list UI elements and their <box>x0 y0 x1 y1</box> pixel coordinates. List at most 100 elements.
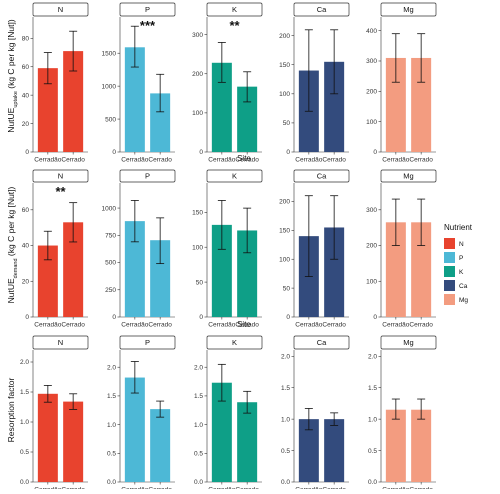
facet-strip <box>206 169 263 183</box>
x-tick-label: Cerrado <box>322 322 346 329</box>
y-axis-label-main: NutUE <box>6 278 16 303</box>
legend-item-Mg: Mg <box>444 294 468 305</box>
y-tick-label: 40 <box>22 243 30 250</box>
panel-Ca: Ca 0 50 100 150 200 Cerradão Cerrado <box>279 169 350 329</box>
y-tick-label: 200 <box>366 89 377 96</box>
x-tick-label: Cerradão <box>121 157 148 164</box>
y-tick-label: 0 <box>286 314 290 321</box>
y-tick-label: 2.0 <box>368 353 377 360</box>
x-tick-label: Cerradão <box>34 322 61 329</box>
bar-K-1 <box>211 224 232 317</box>
y-tick-label: 200 <box>279 199 290 206</box>
y-tick-label: 1000 <box>102 205 117 212</box>
bar-N-1 <box>37 68 58 152</box>
x-axis-label: Site <box>237 154 251 163</box>
legend-item-N: N <box>444 238 464 249</box>
facet-strip <box>32 2 89 17</box>
facet-strip <box>380 335 437 350</box>
facet-strip-label: Ca <box>317 338 327 347</box>
y-tick-label: 1.5 <box>20 389 29 396</box>
y-tick-label: 300 <box>192 32 203 39</box>
facet-strip-label: P <box>145 172 150 181</box>
y-tick-label: 0.5 <box>107 451 116 458</box>
y-tick-label: 1.5 <box>107 393 116 400</box>
significance-marker: ** <box>55 184 66 199</box>
y-tick-label: 1.5 <box>368 385 377 392</box>
y-tick-label: 1.5 <box>194 393 203 400</box>
x-tick-label: Cerradão <box>121 322 148 329</box>
y-axis-label-sub: demand <box>13 258 19 278</box>
facet-strip <box>293 169 350 183</box>
panel-K: K 0 100 200 300 Cerradão Cerrado ** <box>192 2 263 164</box>
bar-P-2 <box>150 240 171 317</box>
y-tick-label: 150 <box>192 210 203 217</box>
bar-P-2 <box>150 93 171 152</box>
bar-Ca-2 <box>324 227 345 317</box>
y-tick-label: 0.0 <box>20 479 29 486</box>
legend-label: Ca <box>459 283 468 290</box>
y-tick-label: 1.0 <box>20 419 29 426</box>
y-tick-label: 50 <box>196 279 204 286</box>
bar-N-2 <box>63 401 84 482</box>
y-tick-label: 1500 <box>102 50 117 57</box>
facet-strip-label: P <box>145 338 150 347</box>
facet-strip <box>32 169 89 183</box>
x-tick-label: Cerradão <box>208 157 235 164</box>
y-tick-label: 100 <box>192 110 203 117</box>
y-tick-label: 0.0 <box>368 479 377 486</box>
bar-Ca-2 <box>324 419 345 482</box>
facet-strip <box>119 335 176 350</box>
y-tick-label: 100 <box>279 91 290 98</box>
facet-strip-label: P <box>145 5 150 14</box>
legend-item-P: P <box>444 252 463 263</box>
y-axis-label-unit: (kg C per kg [Nut]) <box>6 186 16 258</box>
bar-P-2 <box>150 409 171 482</box>
bar-Mg-1 <box>385 222 406 317</box>
bar-N-1 <box>37 393 58 482</box>
x-tick-label: Cerrado <box>61 322 85 329</box>
panel-Mg: Mg 0 100 200 300 Cerradão Cerrado <box>366 169 437 329</box>
legend-item-K: K <box>444 266 464 277</box>
y-tick-label: 200 <box>192 71 203 78</box>
facet-strip-label: Mg <box>403 172 413 181</box>
facet-strip-label: N <box>58 172 63 181</box>
legend-items: NPK Ca Mg <box>444 238 468 305</box>
legend-label: K <box>459 269 464 276</box>
facet-strip <box>119 2 176 17</box>
legend-swatch <box>444 294 455 305</box>
y-tick-label: 0 <box>25 149 29 156</box>
bar-K-2 <box>237 230 258 317</box>
bar-Mg-2 <box>411 222 432 317</box>
y-tick-label: 0.5 <box>20 449 29 456</box>
x-tick-label: Cerradão <box>295 157 322 164</box>
x-tick-label: Cerradão <box>382 322 409 329</box>
y-tick-label: 1.0 <box>368 416 377 423</box>
chart-row-1: NutUEuptake (kg C per kg [Nut]) Site N 0 20 4… <box>6 2 437 164</box>
bar-Mg-2 <box>411 57 432 152</box>
legend-label: N <box>459 241 464 248</box>
bar-N-2 <box>63 222 84 317</box>
facet-strip-label: Mg <box>403 5 413 14</box>
facet-strip <box>380 2 437 17</box>
bar-K-1 <box>211 62 232 152</box>
facet-strip <box>293 335 350 350</box>
facet-strip <box>32 335 89 350</box>
y-tick-label: 20 <box>22 278 30 285</box>
y-tick-label: 0.5 <box>368 448 377 455</box>
y-axis-label: NutUEdemand (kg C per kg [Nut]) <box>6 186 19 303</box>
panel-P: P 0 250 500 750 1000 Cerradão Cerrado <box>102 169 176 329</box>
y-tick-label: 60 <box>22 64 30 71</box>
y-axis-label: NutUEuptake (kg C per kg [Nut]) <box>6 19 19 133</box>
bar-Mg-1 <box>385 409 406 482</box>
bar-K-2 <box>237 86 258 152</box>
x-axis-label: Site <box>237 320 251 329</box>
facet-strip-label: Ca <box>317 5 327 14</box>
facet-strip <box>206 335 263 350</box>
x-tick-label: Cerradão <box>295 322 322 329</box>
y-tick-label: 2.0 <box>194 364 203 371</box>
x-tick-label: Cerrado <box>322 157 346 164</box>
